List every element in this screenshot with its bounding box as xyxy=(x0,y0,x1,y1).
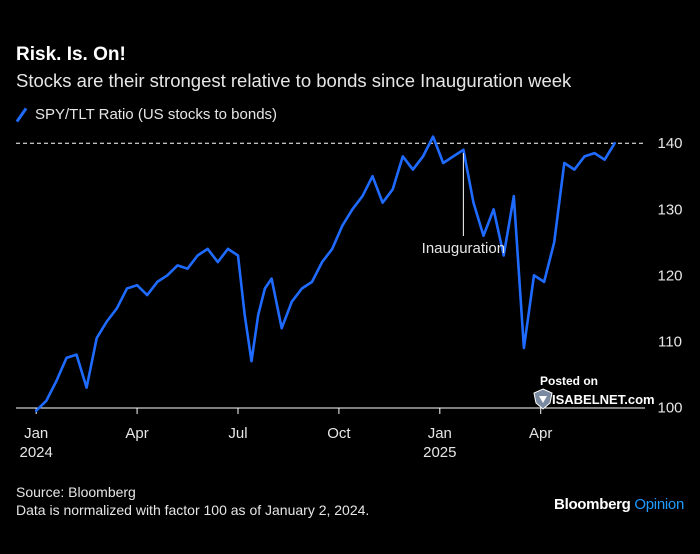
x-tick-year: 2025 xyxy=(423,444,456,461)
brand-suffix: Opinion xyxy=(634,496,684,513)
chart-title: Risk. Is. On! xyxy=(16,44,126,65)
watermark: Posted on ISABELNET.com xyxy=(528,372,698,412)
legend: SPY/TLT Ratio (US stocks to bonds) xyxy=(15,106,278,123)
y-tick-label: 120 xyxy=(657,267,682,284)
watermark-line2: ISABELNET.com xyxy=(552,392,655,407)
x-tick-year: 2024 xyxy=(19,444,52,461)
y-tick-label: 100 xyxy=(657,399,682,416)
annotation-label: Inauguration xyxy=(422,240,505,257)
series-line xyxy=(34,135,616,412)
y-tick-label: 110 xyxy=(658,333,682,350)
x-tick-label: Oct xyxy=(327,425,351,442)
brand-name: Bloomberg xyxy=(554,496,631,513)
chart-subtitle: Stocks are their strongest relative to b… xyxy=(16,70,572,91)
source-note: Source: Bloomberg xyxy=(16,484,136,500)
legend-label: SPY/TLT Ratio (US stocks to bonds) xyxy=(35,106,278,123)
watermark-line1: Posted on xyxy=(540,374,599,388)
y-tick-label: 130 xyxy=(657,201,682,218)
x-tick-label: Jan xyxy=(428,425,452,442)
x-tick-label: Apr xyxy=(125,425,148,442)
shield-icon xyxy=(533,388,553,410)
x-tick-label: Apr xyxy=(529,425,552,442)
data-note: Data is normalized with factor 100 as of… xyxy=(16,502,370,518)
x-tick-label: Jan xyxy=(24,425,48,442)
x-tick-label: Jul xyxy=(228,425,247,442)
brand-logo: Bloomberg Opinion xyxy=(554,496,684,513)
y-tick-label: 140 xyxy=(657,135,682,152)
